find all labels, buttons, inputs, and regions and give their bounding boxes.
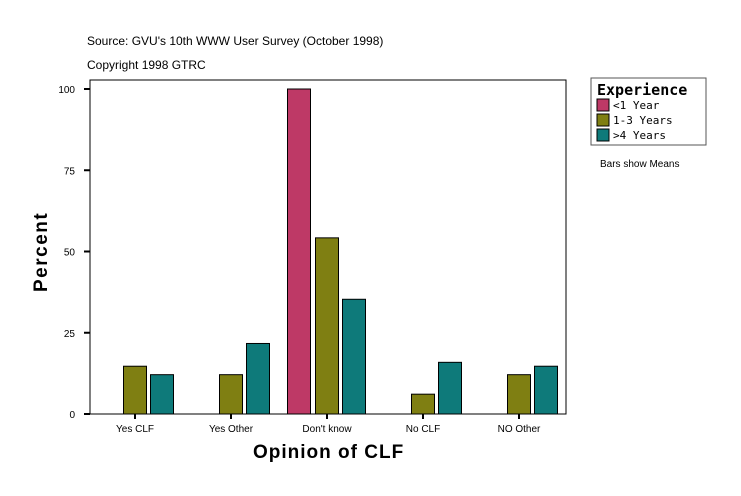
bar-0-2 bbox=[287, 88, 311, 415]
y-tick-label: 75 bbox=[64, 166, 76, 177]
legend-swatch bbox=[596, 98, 610, 112]
legend-swatch bbox=[596, 128, 610, 142]
y-tick-label: 100 bbox=[58, 85, 75, 96]
bar-2-2 bbox=[342, 298, 366, 415]
legend-title: Experience bbox=[597, 81, 687, 99]
legend-label: >4 Years bbox=[613, 129, 666, 142]
bar-2-4 bbox=[534, 365, 558, 415]
bar-1-2 bbox=[315, 237, 339, 415]
x-tick-label: NO Other bbox=[498, 424, 541, 435]
x-tick-label: Yes Other bbox=[209, 424, 254, 435]
y-tick-label: 25 bbox=[64, 329, 76, 340]
y-tick-label: 0 bbox=[69, 410, 75, 421]
x-tick-label: Don't know bbox=[302, 424, 352, 435]
y-tick-label: 50 bbox=[64, 248, 76, 259]
bar-1-4 bbox=[507, 374, 531, 415]
bar-1-1 bbox=[219, 374, 243, 415]
copyright-text: Copyright 1998 GTRC bbox=[87, 58, 206, 72]
legend: Experience <1 Year 1-3 Years >4 Years bbox=[590, 77, 707, 146]
y-axis-title: Percent bbox=[31, 212, 52, 292]
legend-label: 1-3 Years bbox=[613, 114, 673, 127]
source-text: Source: GVU's 10th WWW User Survey (Octo… bbox=[87, 34, 383, 48]
bar-2-0 bbox=[150, 374, 174, 415]
x-tick-label: No CLF bbox=[406, 424, 440, 435]
bar-1-3 bbox=[411, 393, 435, 415]
legend-box bbox=[590, 77, 707, 146]
bar-1-0 bbox=[123, 365, 147, 415]
x-tick-label: Yes CLF bbox=[116, 424, 154, 435]
note-text: Bars show Means bbox=[600, 159, 679, 170]
x-axis-title: Opinion of CLF bbox=[253, 442, 404, 463]
legend-label: <1 Year bbox=[613, 99, 660, 112]
bar-2-3 bbox=[438, 361, 462, 415]
legend-swatch bbox=[596, 113, 610, 127]
bar-2-1 bbox=[246, 342, 270, 415]
